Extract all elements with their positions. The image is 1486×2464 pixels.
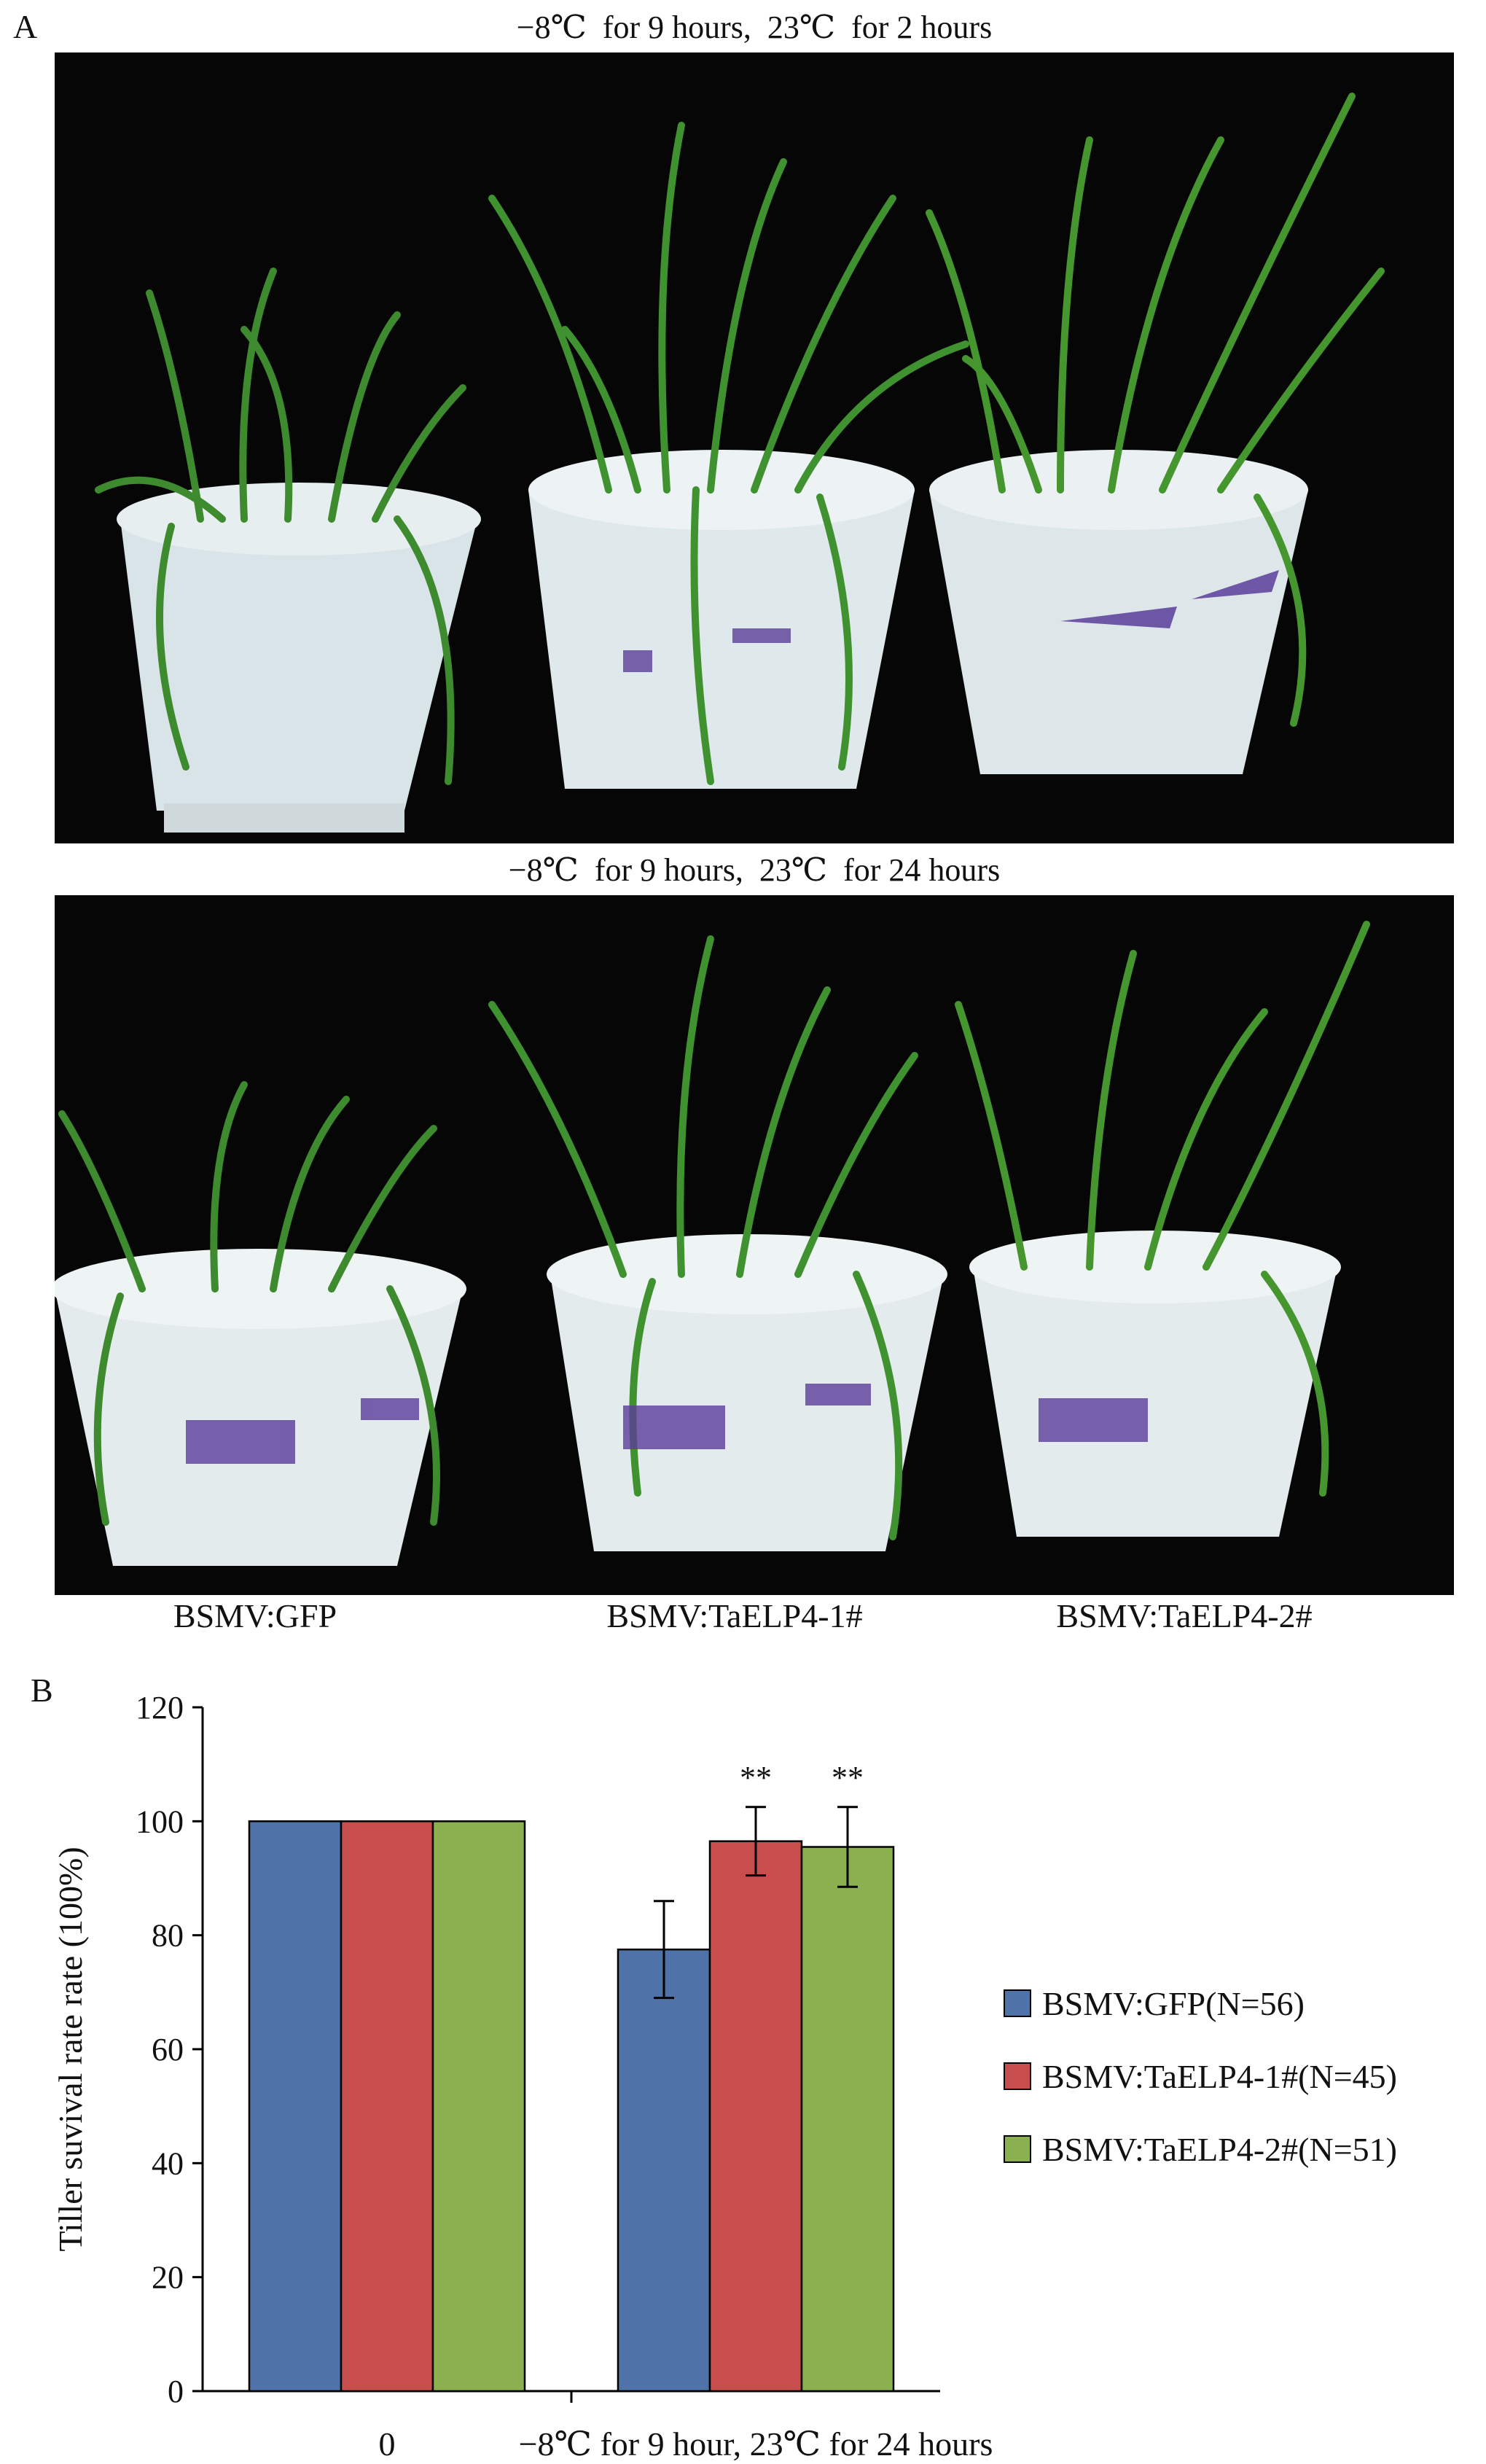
bar	[708, 1840, 803, 2393]
pot-gfp-bottom	[55, 1081, 466, 1566]
x-category-label: 0	[379, 2425, 396, 2463]
y-tick-label: 80	[152, 1918, 184, 1954]
legend-label: BSMV:TaELP4-1#(N=45)	[1042, 2058, 1397, 2095]
legend-swatch	[1004, 2062, 1031, 2090]
legend-swatch	[1004, 2135, 1031, 2163]
x-category-label: −8℃ for 9 hour, 23℃ for 24 hours	[519, 2425, 993, 2463]
bar	[248, 1820, 343, 2393]
significance-marker: **	[832, 1760, 864, 1796]
pot-taelp4-2-bottom	[955, 921, 1370, 1537]
bottom-photo-drawing	[55, 895, 1454, 1595]
bar	[340, 1820, 434, 2393]
significance-marker: **	[740, 1760, 772, 1796]
bar	[617, 1948, 711, 2393]
survival-bar-chart: 0 20 40 60 80 100 120 0 ** ** −8℃ for 9 hour, 23℃ …	[52, 1690, 1397, 2463]
pot-gfp-top	[95, 268, 481, 833]
panel-a-label: A	[13, 8, 38, 45]
condition-label-taelp4-2: BSMV:TaELP4-2#	[1056, 1597, 1313, 1634]
pot-taelp4-1-bottom	[488, 935, 947, 1551]
y-tick-label: 120	[136, 1690, 184, 1726]
legend-label: BSMV:GFP(N=56)	[1042, 1985, 1305, 2022]
bottom-photo-title: −8℃ for 9 hours, 23℃ for 24 hours	[508, 852, 1001, 888]
y-tick-label: 60	[152, 2032, 184, 2067]
y-tick-label: 40	[152, 2145, 184, 2181]
legend-label: BSMV:TaELP4-2#(N=51)	[1042, 2131, 1397, 2168]
top-plant-photo	[55, 52, 1454, 843]
y-tick-label: 0	[168, 2374, 184, 2409]
legend-swatch	[1004, 1989, 1031, 2017]
top-photo-title: −8℃ for 9 hours, 23℃ for 2 hours	[516, 9, 993, 45]
y-axis-label: Tiller suvival rate rate (100%)	[52, 1847, 89, 2251]
pot-taelp4-1-top	[488, 122, 969, 789]
pot-taelp4-2-top	[926, 93, 1385, 774]
bottom-plant-photo	[55, 895, 1454, 1595]
y-tick-label: 20	[152, 2260, 184, 2296]
panel-b-label: B	[31, 1672, 53, 1709]
y-tick-label: 100	[136, 1804, 184, 1839]
bar	[800, 1846, 895, 2393]
condition-label-gfp: BSMV:GFP	[173, 1597, 337, 1634]
bar	[431, 1820, 526, 2393]
top-photo-drawing	[55, 52, 1454, 843]
condition-label-taelp4-1: BSMV:TaELP4-1#	[606, 1597, 863, 1634]
